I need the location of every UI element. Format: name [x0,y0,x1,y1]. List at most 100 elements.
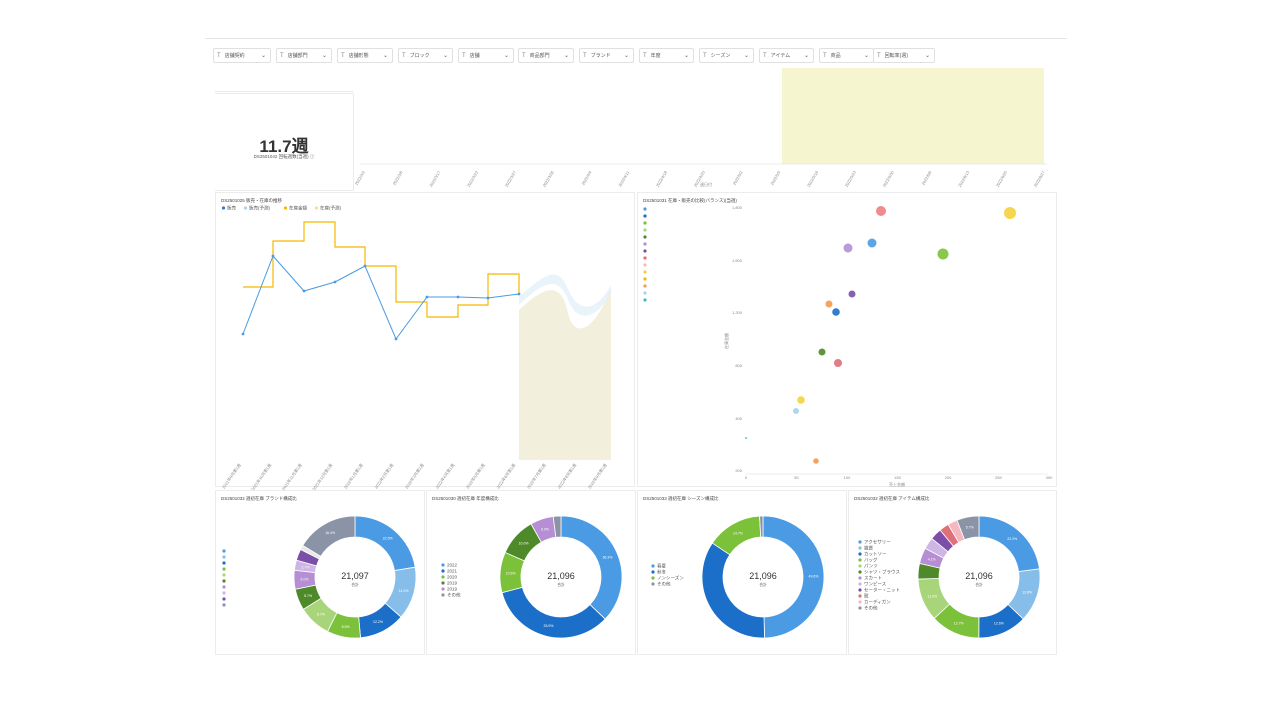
legend-marker [222,567,226,571]
y-tick-label: 800 [735,363,742,368]
scatter-point [825,300,833,308]
filter-dropdown[interactable]: T ブロック ⌄ [398,48,453,63]
filter-dropdown[interactable]: T 商品部門 ⌄ [518,48,574,63]
scatter-point [876,206,886,216]
scatter-point [1004,207,1016,219]
panel-title: DS2501033 週初在庫 シーズン構成比 [643,496,719,501]
x-tick-label: 100 [844,475,851,480]
scatter-point [813,458,819,464]
legend-marker [643,242,647,246]
legend-marker [858,600,862,604]
legend-marker [441,587,445,591]
y-tick-label: 400 [735,416,742,421]
segment-label: 12.2% [373,620,383,624]
legend-marker [222,549,226,553]
x-tick-label: 0 [745,475,748,480]
donut-chart: 22.5% 14.0% 12.2% 8.9% 8.7% 5.7% 5.0% 2.7% 16.4%… [222,515,417,639]
legend-label: その他 [447,592,461,599]
legend-label: 雑貨 [864,545,873,552]
legend-marker [858,606,862,610]
y-axis-title: 在庫金額 [723,333,729,349]
legend-label: 2019 [447,587,458,592]
sales-point [271,254,275,258]
filter-dropdown[interactable]: T ブランド ⌄ [579,48,634,63]
filter-dropdown[interactable]: T 回転率(週) ⌄ [873,48,935,63]
legend-marker [858,576,862,580]
donut-segment [956,515,980,541]
legend-marker [643,284,647,288]
x-tick-label: 2021年9月第1週 [220,462,242,489]
filter-dropdown[interactable]: T 店舗 ⌄ [458,48,514,63]
info-icon[interactable]: ⓘ [309,154,315,159]
x-tick-label: 2022年9月第1週 [586,462,608,489]
sales-point [333,280,337,284]
segment-label: 12.7% [954,621,964,625]
x-tick-label: 2022/3/17 [428,169,442,188]
line-chart-panel: DS2501025 販売・在庫の推移 販売 販売(予測) 在庫金額 在庫(予測) 202… [215,192,635,491]
legend-marker [283,206,288,210]
forecast-band [519,274,611,316]
donut-total: 21,096 [749,571,777,581]
scatter-point [834,359,842,367]
donut-total: 21,096 [965,571,993,581]
scatter-point [867,238,877,248]
x-tick-label: 2022/3/2 [354,169,367,186]
donut-total: 21,097 [341,571,369,581]
chevron-down-icon: ⌄ [683,53,689,59]
x-tick-label: 2022年4月第1週 [434,462,456,489]
segment-label: 36.3% [602,555,612,559]
legend-label: ノンシーズン [657,575,684,582]
segment-label: 13.8% [1022,591,1032,595]
inventory-line [243,221,520,318]
text-type-icon: T [462,53,466,59]
donut-segment [701,542,765,639]
scatter-point [848,290,856,298]
x-tick-label: 250 [995,475,1002,480]
x-tick-label: 2022/6/13 [957,169,971,188]
filter-dropdown[interactable]: T アイテム ⌄ [759,48,814,63]
sales-point [486,296,490,300]
donut-segment [560,515,623,620]
x-tick-label: 2022年8月第1週 [556,462,578,489]
scatter-point [745,437,747,439]
legend-label: カーディガン [864,599,891,606]
legend-label: 秋冬 [657,569,666,576]
text-type-icon: T [643,53,647,59]
legend-label: パンツ [864,564,878,569]
x-tick-label: 2021年12月第1週 [310,462,333,491]
x-tick-label: 2022/3/6 [392,169,405,186]
donut-total-label: 合計 [975,582,983,587]
legend-label: 販売 [227,205,236,212]
donut-panel-item: DS2501032 週初在庫 アイテム構成比 22.2% 13.8% 12.6% 12… [848,490,1057,655]
x-tick-label: 2022/6/27 [1033,169,1047,188]
legend-marker [222,555,226,559]
legend-label: 在庫金額 [289,205,307,212]
filter-dropdown[interactable]: T 店舗契約 ⌄ [213,48,271,63]
legend-label: 春夏 [657,563,666,570]
filter-dropdown[interactable]: T 店舗形態 ⌄ [337,48,393,63]
donut-total-label: 合計 [759,582,767,587]
filter-dropdown[interactable]: T 年度 ⌄ [639,48,694,63]
donut-segment [354,515,416,572]
filter-dropdown[interactable]: T 商品 ⌄ [819,48,874,63]
kpi-subtitle: DS2501042 回転週数(当週) ⓘ [253,154,315,159]
y-tick-label: 200 [735,468,742,473]
legend-marker [222,579,226,583]
highlight-band [782,68,1044,164]
filter-dropdown[interactable]: T シーズン ⌄ [699,48,754,63]
segment-label: 14.7% [733,531,743,535]
text-type-icon: T [402,53,406,59]
legend-marker [651,576,655,580]
legend-label: 2020 [447,575,458,580]
filter-dropdown[interactable]: T 店舗部門 ⌄ [276,48,332,63]
sales-point [363,264,367,268]
donut-segment [552,515,562,538]
segment-label: 10.5% [506,571,516,575]
segment-label: 33.0% [544,624,554,628]
legend-marker [651,570,655,574]
x-tick-label: 2021年11月第1週 [280,462,303,491]
segment-label: 10.0% [519,541,529,545]
legend-marker [643,291,647,295]
